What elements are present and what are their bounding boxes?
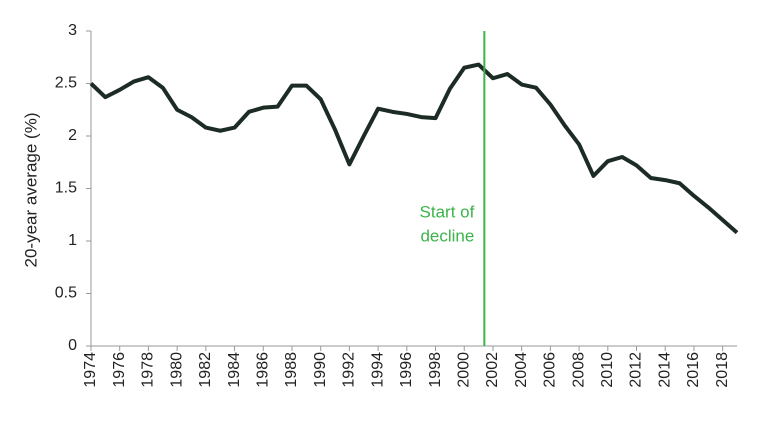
y-tick-label: 3 <box>68 22 77 39</box>
x-tick-label: 1990 <box>312 352 329 388</box>
x-tick-label: 1976 <box>111 352 128 388</box>
x-tick-label: 1998 <box>427 352 444 388</box>
x-tick-label: 1984 <box>226 352 243 388</box>
annotation-text: decline <box>420 226 474 245</box>
x-tick-label: 1996 <box>398 352 415 388</box>
x-tick-label: 2002 <box>484 352 501 388</box>
y-tick-label: 1 <box>68 232 77 249</box>
x-tick-label: 2012 <box>628 352 645 388</box>
y-tick-label: 2 <box>68 127 77 144</box>
y-axis-label: 20-year average (%) <box>21 113 40 268</box>
y-tick-label: 0 <box>68 337 77 354</box>
y-tick-label: 0.5 <box>55 285 77 302</box>
x-tick-label: 2018 <box>714 352 731 388</box>
x-tick-label: 1994 <box>369 352 386 388</box>
x-tick-label: 2008 <box>570 352 587 388</box>
x-tick-label: 2014 <box>656 352 673 388</box>
x-tick-label: 2016 <box>685 352 702 388</box>
x-tick-label: 1988 <box>283 352 300 388</box>
x-tick-label: 1978 <box>140 352 157 388</box>
x-tick-label: 1980 <box>168 352 185 388</box>
x-tick-label: 2010 <box>599 352 616 388</box>
y-tick-label: 2.5 <box>55 75 77 92</box>
annotation-text: Start of <box>420 202 475 221</box>
x-tick-label: 1992 <box>341 352 358 388</box>
x-tick-label: 1986 <box>254 352 271 388</box>
data-line <box>89 62 739 235</box>
x-tick-label: 1974 <box>82 352 99 388</box>
y-tick-label: 1.5 <box>55 180 77 197</box>
x-tick-label: 2004 <box>513 352 530 388</box>
x-tick-label: 1982 <box>197 352 214 388</box>
x-tick-label: 2006 <box>542 352 559 388</box>
x-tick-label: 2000 <box>455 352 472 388</box>
